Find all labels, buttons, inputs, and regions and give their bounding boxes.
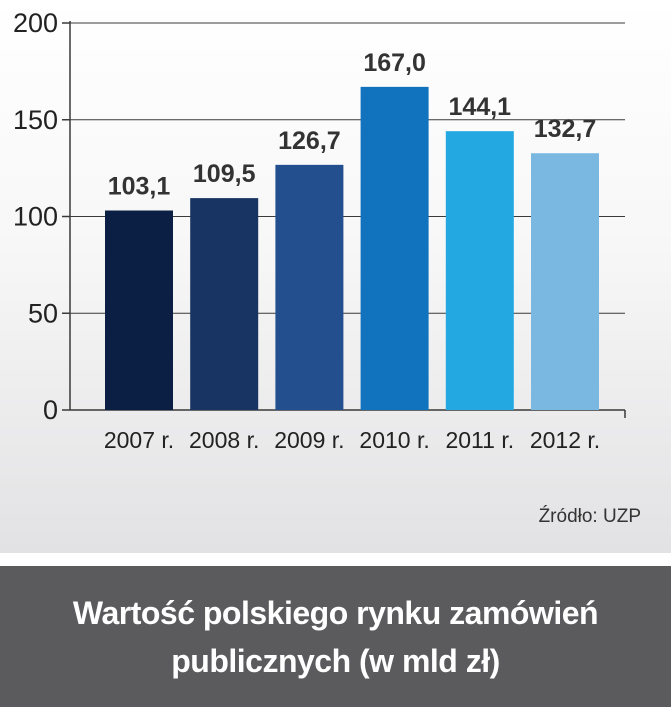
x-tick-label: 2007 r. [104,427,174,453]
bar [531,153,599,410]
value-label: 167,0 [363,49,426,77]
x-axis-labels: 2007 r. 2008 r. 2009 r. 2010 r. 2011 r. 2012 … [104,427,600,453]
y-tick-label: 50 [28,298,58,328]
chart-title-line-1: Wartość polskiego rynku zamówień [72,594,599,631]
bars [105,86,599,410]
x-tick-label: 2011 r. [445,427,514,453]
value-label: 109,5 [193,160,256,188]
bar [445,131,514,410]
x-tick-label: 2012 r. [530,427,600,453]
chart-panel: 0 50 100 150 200 103,1 109,5 126,7 167,0 144,1 13… [0,0,671,553]
x-tick-label: 2010 r. [359,427,429,453]
y-tick-label: 100 [13,202,58,232]
value-label: 144,1 [449,93,512,121]
y-tick-label: 0 [43,395,58,425]
bar [190,198,259,410]
value-label: 126,7 [278,127,341,155]
bar [105,210,173,410]
x-tick-label: 2009 r. [274,427,344,453]
value-label: 132,7 [534,115,597,143]
value-labels: 103,1 109,5 126,7 167,0 144,1 132,7 [108,49,597,201]
chart-title: Wartość polskiego rynku zamówień publicz… [0,566,671,707]
bar-chart: 0 50 100 150 200 103,1 109,5 126,7 167,0 144,1 13… [13,8,626,453]
source-note: Źródło: UZP [538,506,641,527]
y-tick-label: 150 [13,105,58,135]
x-tick-label: 2008 r. [189,427,259,453]
bar [275,164,344,410]
y-tick-label: 200 [13,8,58,38]
chart-title-line-2: publicznych (w mld zł) [171,642,500,679]
value-label: 103,1 [108,173,171,201]
bar [360,86,429,410]
